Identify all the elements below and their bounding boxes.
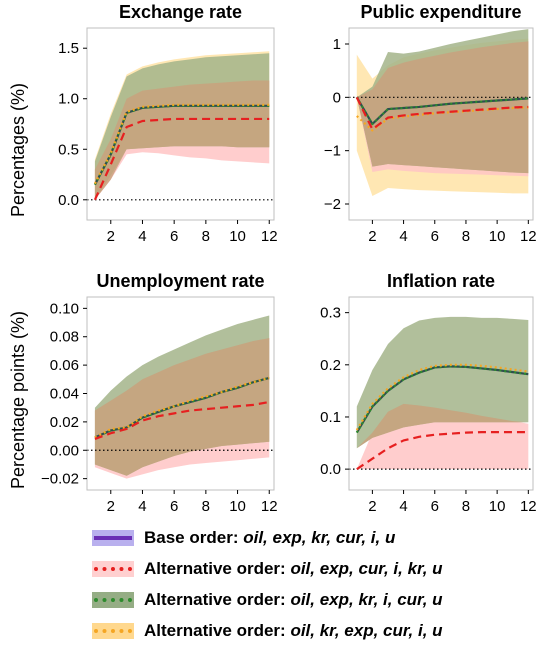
legend-label-alt1: Alternative order: oil, exp, cur, i, kr,… — [144, 559, 443, 579]
confidence-band — [94, 338, 270, 476]
panel-title: Exchange rate — [119, 2, 242, 22]
y-tick-label: 0.06 — [50, 357, 79, 374]
x-tick-label: 6 — [431, 228, 439, 245]
x-tick-label: 12 — [520, 498, 537, 515]
x-tick-label: 4 — [399, 228, 407, 245]
legend-swatch-base — [92, 529, 134, 546]
series-line — [94, 376, 270, 439]
x-tick-label: 8 — [462, 228, 470, 245]
series-line — [355, 363, 529, 431]
series-line — [355, 96, 529, 131]
legend-item-base: Base order: oil, exp, kr, cur, i, u — [92, 522, 542, 553]
y-axis-label-bottom: Percentage points (%) — [8, 311, 28, 489]
panel-1: Exchange rate 2 4 6 8 10 12 0.0 0.5 1.0 1.5 — [58, 2, 277, 245]
x-tick-label: 12 — [520, 228, 537, 245]
y-tick-label: −2 — [324, 196, 341, 213]
legend-prefix: Alternative order: — [144, 589, 286, 609]
y-tick-label: 0.08 — [50, 329, 79, 346]
panel-title: Public expenditure — [360, 2, 521, 22]
y-tick-label: 0.0 — [320, 461, 341, 478]
y-tick-label: 0.00 — [50, 442, 79, 459]
confidence-band — [94, 80, 270, 200]
legend-label-alt3: Alternative order: oil, kr, exp, cur, i,… — [144, 621, 443, 641]
y-tick-label: 1.0 — [58, 91, 79, 108]
x-tick-label: 10 — [229, 228, 246, 245]
x-tick-label: 8 — [202, 498, 210, 515]
panel-4: Inflation rate 2 4 6 8 10 12 0.0 0.1 0.2 0.3 — [320, 271, 537, 515]
panel-2: Public expenditure 2 4 6 8 10 12 −2 −1 0 1 — [324, 2, 537, 245]
legend-line-alt3 — [94, 628, 132, 633]
y-tick-label: 1.5 — [58, 40, 79, 57]
x-tick-label: 8 — [202, 228, 210, 245]
legend-vars: oil, kr, exp, cur, i, u — [290, 620, 443, 640]
plot-frame — [348, 27, 534, 221]
x-tick-label: 12 — [261, 228, 278, 245]
confidence-band — [356, 41, 529, 174]
x-tick-label: 12 — [261, 498, 278, 515]
x-tick-label: 2 — [107, 228, 115, 245]
legend-line-alt1 — [94, 566, 132, 571]
legend-swatch-alt1 — [92, 560, 134, 577]
series-line — [355, 365, 529, 434]
legend-item-alt2: Alternative order: oil, exp, kr, i, cur,… — [92, 584, 542, 615]
y-tick-label: 0.2 — [320, 357, 341, 374]
y-tick-label: −1 — [324, 143, 341, 160]
y-tick-label: 1 — [333, 36, 341, 53]
y-tick-label: 0.02 — [50, 414, 79, 431]
panel-title: Unemployment rate — [96, 271, 264, 291]
legend-line-alt2 — [94, 597, 132, 602]
legend-swatch-alt3 — [92, 622, 134, 639]
confidence-band — [356, 403, 529, 449]
series-line — [93, 103, 270, 185]
series-line — [93, 117, 270, 201]
plot-frame — [348, 296, 534, 491]
plot-frame — [86, 27, 275, 221]
y-tick-label: 0.0 — [58, 192, 79, 209]
legend-vars: oil, exp, kr, cur, i, u — [243, 527, 396, 547]
x-tick-label: 10 — [489, 498, 506, 515]
x-tick-label: 6 — [170, 228, 178, 245]
x-tick-label: 6 — [431, 498, 439, 515]
x-tick-label: 10 — [489, 228, 506, 245]
y-tick-label: 0 — [333, 89, 341, 106]
y-tick-label: −0.02 — [41, 471, 79, 488]
x-tick-label: 2 — [368, 228, 376, 245]
x-tick-label: 8 — [462, 498, 470, 515]
series-line — [355, 96, 529, 126]
legend-vars: oil, exp, kr, i, cur, u — [290, 589, 443, 609]
legend-item-alt1: Alternative order: oil, exp, cur, i, kr,… — [92, 553, 542, 584]
x-tick-label: 4 — [138, 498, 146, 515]
series-line — [94, 400, 270, 440]
panel-title: Inflation rate — [387, 271, 495, 291]
y-tick-label: 0.3 — [320, 305, 341, 322]
x-tick-label: 4 — [138, 228, 146, 245]
panel-3: Unemployment rate 2 4 6 8 10 12 −0.02 0.00 0.02 0.… — [41, 271, 278, 515]
y-tick-label: 0.10 — [50, 300, 79, 317]
x-tick-label: 6 — [170, 498, 178, 515]
x-tick-label: 2 — [107, 498, 115, 515]
legend-line-base — [94, 535, 132, 540]
y-tick-label: 0.5 — [58, 141, 79, 158]
legend-prefix: Alternative order: — [144, 558, 286, 578]
series-line — [356, 431, 529, 471]
legend-item-alt3: Alternative order: oil, kr, exp, cur, i,… — [92, 615, 542, 646]
y-tick-label: 0.04 — [50, 386, 79, 403]
legend-swatch-alt2 — [92, 591, 134, 608]
y-axis-label-top: Percentages (%) — [8, 83, 28, 217]
legend-prefix: Alternative order: — [144, 620, 286, 640]
legend-prefix: Base order: — [144, 527, 239, 547]
legend-label-base: Base order: oil, exp, kr, cur, i, u — [144, 528, 395, 548]
x-tick-label: 4 — [399, 498, 407, 515]
legend-vars: oil, exp, cur, i, kr, u — [290, 558, 443, 578]
x-tick-label: 2 — [368, 498, 376, 515]
x-tick-label: 10 — [229, 498, 246, 515]
y-tick-label: 0.1 — [320, 409, 341, 426]
legend: Base order: oil, exp, kr, cur, i, u Alte… — [92, 522, 542, 646]
legend-label-alt2: Alternative order: oil, exp, kr, i, cur,… — [144, 590, 443, 610]
